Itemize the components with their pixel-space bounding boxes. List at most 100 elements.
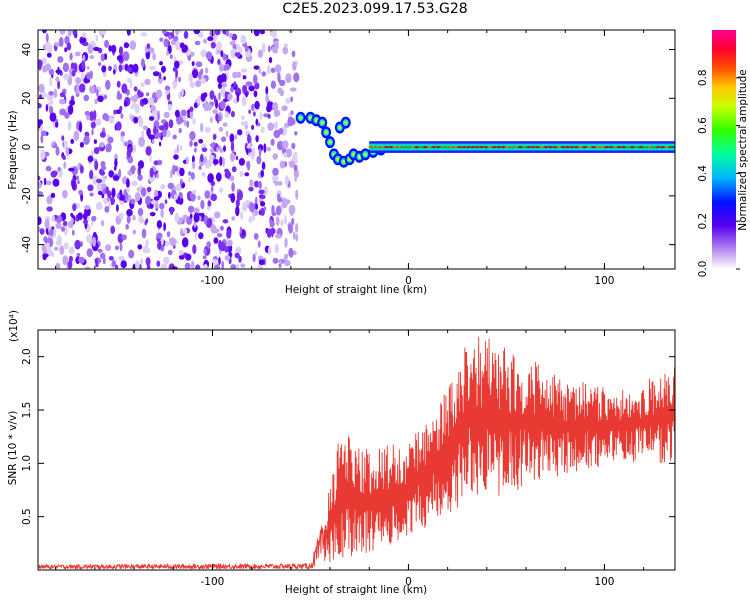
noise-cell — [41, 243, 47, 253]
noise-cell — [94, 98, 98, 105]
noise-cell — [38, 103, 42, 109]
noise-cell — [201, 171, 206, 177]
noise-cell — [86, 72, 91, 80]
noise-cell — [98, 62, 102, 66]
noise-cell — [152, 52, 157, 61]
noise-cell — [240, 263, 246, 268]
noise-cell — [256, 155, 262, 165]
noise-cell — [111, 44, 117, 54]
noise-cell — [201, 147, 208, 153]
noise-cell — [277, 193, 281, 202]
noise-cell — [185, 253, 192, 261]
noise-cell — [288, 247, 294, 258]
noise-cell — [78, 189, 83, 195]
noise-cell — [142, 97, 149, 105]
noise-cell — [101, 65, 107, 73]
noise-cell — [145, 92, 150, 97]
noise-cell — [197, 195, 201, 201]
noise-cell — [203, 49, 206, 56]
noise-cell — [217, 58, 221, 65]
noise-cell — [205, 51, 213, 60]
noise-cell — [265, 146, 272, 152]
noise-cell — [126, 66, 133, 73]
noise-cell — [169, 207, 174, 216]
noise-cell — [128, 249, 135, 259]
noise-cell — [118, 168, 122, 179]
noise-cell — [164, 241, 170, 246]
noise-cell — [63, 73, 70, 80]
noise-cell — [100, 53, 105, 62]
noise-cell — [251, 151, 254, 161]
noise-cell — [266, 228, 272, 239]
noise-cell — [144, 220, 148, 226]
signal-cell-core — [320, 120, 324, 125]
noise-cell — [192, 244, 197, 254]
noise-cell — [42, 91, 47, 98]
noise-cell — [130, 165, 136, 173]
noise-cell — [168, 35, 172, 40]
noise-cell — [279, 259, 282, 264]
noise-cell — [158, 72, 162, 80]
noise-cell — [230, 141, 235, 152]
noise-cell — [133, 94, 139, 100]
noise-cell — [273, 121, 279, 129]
noise-cell — [108, 255, 114, 261]
noise-cell — [210, 41, 216, 49]
noise-cell — [118, 255, 125, 262]
noise-cell — [285, 148, 293, 158]
noise-cell — [112, 175, 120, 181]
noise-cell — [254, 100, 260, 110]
noise-cell — [54, 42, 61, 47]
noise-cell — [252, 212, 256, 222]
noise-cell — [265, 86, 269, 95]
noise-cell — [174, 212, 180, 223]
noise-cell — [86, 234, 92, 243]
noise-cell — [222, 156, 225, 167]
noise-cell — [192, 189, 197, 195]
noise-cell — [67, 220, 74, 229]
noise-cell — [123, 100, 128, 107]
noise-cell — [68, 246, 75, 255]
noise-cell — [82, 219, 89, 224]
noise-cell — [126, 178, 130, 189]
signal-cell-core — [328, 140, 332, 144]
noise-cell — [289, 207, 294, 217]
noise-cell — [258, 180, 262, 190]
noise-cell — [89, 111, 95, 122]
noise-cell — [284, 237, 288, 248]
noise-cell — [197, 95, 201, 104]
noise-cell — [219, 148, 224, 153]
noise-cell — [83, 94, 90, 102]
noise-cell — [153, 125, 157, 136]
noise-cell — [38, 59, 43, 68]
noise-cell — [55, 146, 60, 156]
y-tick-label: -20 — [21, 187, 33, 204]
noise-cell — [40, 134, 44, 144]
noise-cell — [194, 147, 197, 153]
noise-cell — [200, 122, 204, 133]
noise-cell — [156, 260, 161, 267]
noise-cell — [178, 127, 182, 134]
noise-cell — [140, 58, 145, 68]
noise-cell — [84, 205, 91, 210]
noise-cell — [188, 73, 193, 83]
noise-cell — [58, 36, 64, 48]
noise-cell — [210, 116, 213, 123]
noise-cell — [173, 154, 179, 160]
noise-cell — [223, 145, 226, 152]
noise-cell — [51, 215, 55, 222]
colorbar-tick-label: 0.8 — [697, 69, 709, 86]
noise-cell — [145, 239, 149, 247]
colorbar-ticks: 0.0 0.2 0.4 0.6 0.8 — [697, 69, 740, 277]
noise-cell — [241, 68, 248, 73]
noise-cell — [267, 122, 275, 131]
noise-cell — [200, 153, 204, 163]
noise-cell — [224, 91, 228, 101]
noise-cell — [75, 77, 82, 85]
noise-cell — [111, 187, 116, 198]
spectrogram-y-axis-label: Frequency (Hz) — [7, 110, 19, 189]
noise-cell — [79, 141, 84, 148]
noise-cell — [180, 109, 187, 117]
noise-cell — [191, 61, 195, 66]
noise-cell — [207, 200, 212, 207]
